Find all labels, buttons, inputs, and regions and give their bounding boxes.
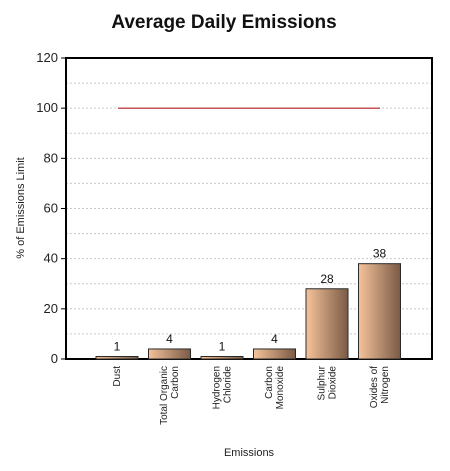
category-label: Sulphur Dioxide — [317, 365, 339, 400]
y-axis-title: % of Emissions Limit — [15, 157, 27, 258]
y-tick-label: 120 — [36, 50, 58, 65]
y-tick-label: 100 — [36, 100, 58, 115]
axes: 0 20 40 60 80 100 120 — [36, 50, 433, 366]
category-label-line: Dust — [112, 366, 123, 387]
category-label-line: Carbon — [264, 366, 275, 399]
data-label: 1 — [114, 339, 121, 353]
category-label: Oxides of Nitrogen — [369, 366, 391, 408]
chart-title: Average Daily Emissions — [111, 12, 336, 33]
bar — [305, 288, 349, 360]
data-label: 1 — [219, 339, 226, 353]
data-labels: 1 4 1 4 28 38 — [114, 247, 387, 354]
bar — [358, 263, 401, 360]
data-label: 38 — [373, 247, 387, 261]
bar — [253, 348, 296, 360]
category-label-line: Dioxide — [328, 366, 339, 400]
category-label: Hydrogen Chloride — [212, 366, 234, 410]
bar — [95, 355, 139, 360]
y-tick-label: 0 — [51, 351, 58, 366]
bar — [200, 355, 244, 360]
category-label: Dust — [112, 366, 123, 387]
bar — [148, 348, 191, 360]
category-label-line: Sulphur — [317, 365, 328, 400]
category-label-line: Oxides of — [369, 366, 380, 408]
data-label: 28 — [320, 272, 334, 286]
bars — [95, 263, 401, 360]
category-label-line: Monoxide — [275, 366, 286, 410]
category-label-line: Carbon — [170, 366, 181, 399]
category-label: Total Organic Carbon — [159, 366, 181, 425]
data-label: 4 — [271, 332, 278, 346]
category-label-line: Nitrogen — [380, 366, 391, 404]
y-tick-label: 80 — [44, 150, 58, 165]
category-label: Carbon Monoxide — [264, 366, 286, 410]
y-tick-label: 40 — [44, 251, 58, 266]
category-labels: Dust Total Organic Carbon Hydrogen Chloride C… — [112, 365, 391, 425]
category-label-line: Hydrogen — [212, 366, 223, 409]
x-axis-title: Emissions — [224, 447, 275, 459]
data-label: 4 — [166, 332, 173, 346]
category-label-line: Chloride — [223, 366, 234, 404]
category-label-line: Total Organic — [159, 366, 170, 425]
y-tick-label: 20 — [44, 301, 58, 316]
y-tick-label: 60 — [44, 201, 58, 216]
